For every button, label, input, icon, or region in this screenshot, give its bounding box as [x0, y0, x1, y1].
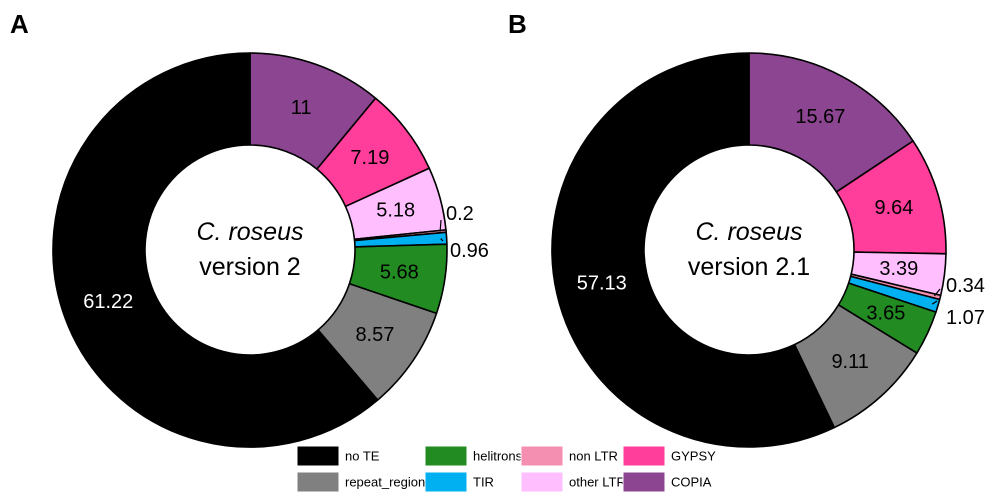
slice-label-no-te-a: 61.22: [83, 291, 133, 313]
legend-label-helitrons: helitrons: [473, 449, 523, 464]
legend-swatch-helitrons: [424, 445, 468, 467]
slice-label-tir-a: 0.96: [450, 240, 489, 262]
panel-letter-a: A: [10, 9, 29, 39]
donut-slices-a: 11 7.19 5.18 0.2 0.96 5.68 8.57 61.22: [52, 52, 489, 448]
panel-b-donut-chart: B 15.67 9.64 3.39 0.34 1.07 3.65 9.11 57.13 C. …: [508, 9, 985, 448]
legend: no TE repeat_region helitrons TIR non LTR oth…: [296, 445, 716, 493]
slice-label-repeat-region-b: 9.11: [831, 351, 868, 373]
slice-label-non-ltr-a: 0.2: [446, 203, 474, 225]
slice-label-tir-b: 1.07: [946, 307, 985, 329]
legend-swatch-tir: [424, 471, 468, 493]
slice-label-repeat-region-a: 8.57: [355, 324, 394, 346]
leader-line-tir-b: [931, 300, 938, 305]
slice-label-other-ltr-a: 5.18: [376, 199, 415, 221]
center-label-version-b: version 2.1: [688, 253, 810, 281]
slice-label-helitrons-a: 5.68: [380, 261, 419, 283]
legend-swatch-other-ltr: [520, 471, 564, 493]
legend-label-gypsy: GYPSY: [671, 449, 716, 464]
slice-label-helitrons-b: 3.65: [866, 303, 905, 325]
legend-label-other-ltr: other LTR: [569, 475, 626, 490]
legend-label-copia: COPIA: [671, 475, 712, 490]
slice-label-gypsy-b: 9.64: [875, 197, 914, 219]
slice-label-gypsy-a: 7.19: [350, 147, 389, 169]
center-label-species-a: C. roseus: [197, 218, 304, 246]
center-label-species-b: C. roseus: [696, 218, 803, 246]
legend-label-no-te: no TE: [345, 449, 380, 464]
legend-label-tir: TIR: [473, 475, 494, 490]
legend-swatch-gypsy: [622, 445, 666, 467]
panel-a-donut-chart: A 11 7.19 5.18 0.2 0.96 5.68 8.57 61.22 C. rose…: [10, 9, 489, 448]
slice-label-non-ltr-b: 0.34: [946, 275, 985, 297]
slice-label-other-ltr-b: 3.39: [879, 258, 918, 280]
slice-label-copia-a: 11: [291, 97, 312, 119]
slice-label-no-te-b: 57.13: [577, 273, 627, 295]
leader-line-non-ltr-a: [439, 219, 442, 232]
legend-swatch-repeat-region: [296, 471, 340, 493]
center-label-version-a: version 2: [199, 253, 300, 281]
legend-swatch-no-te: [296, 445, 340, 467]
legend-swatch-non-ltr: [520, 445, 564, 467]
panel-letter-b: B: [508, 9, 527, 39]
slice-label-copia-b: 15.67: [795, 106, 845, 128]
leader-line-tir-a: [440, 238, 444, 242]
slice-no-te-b: [551, 52, 836, 448]
legend-label-repeat-region: repeat_region: [345, 475, 425, 490]
leader-line-non-ltr-b: [933, 288, 941, 297]
donut-slices-b: 15.67 9.64 3.39 0.34 1.07 3.65 9.11 57.13: [551, 52, 985, 448]
slice-no-te-a: [52, 52, 379, 448]
legend-label-non-ltr: non LTR: [569, 449, 618, 464]
legend-swatch-copia: [622, 471, 666, 493]
